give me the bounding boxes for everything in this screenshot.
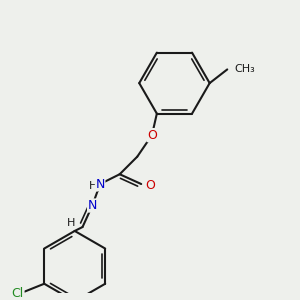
Text: O: O (145, 179, 155, 193)
Text: N: N (88, 199, 97, 212)
Text: N: N (95, 178, 105, 190)
Text: O: O (147, 129, 157, 142)
Text: H: H (89, 181, 98, 191)
Text: H: H (67, 218, 75, 228)
Text: Cl: Cl (12, 287, 24, 300)
Text: CH₃: CH₃ (234, 64, 255, 74)
